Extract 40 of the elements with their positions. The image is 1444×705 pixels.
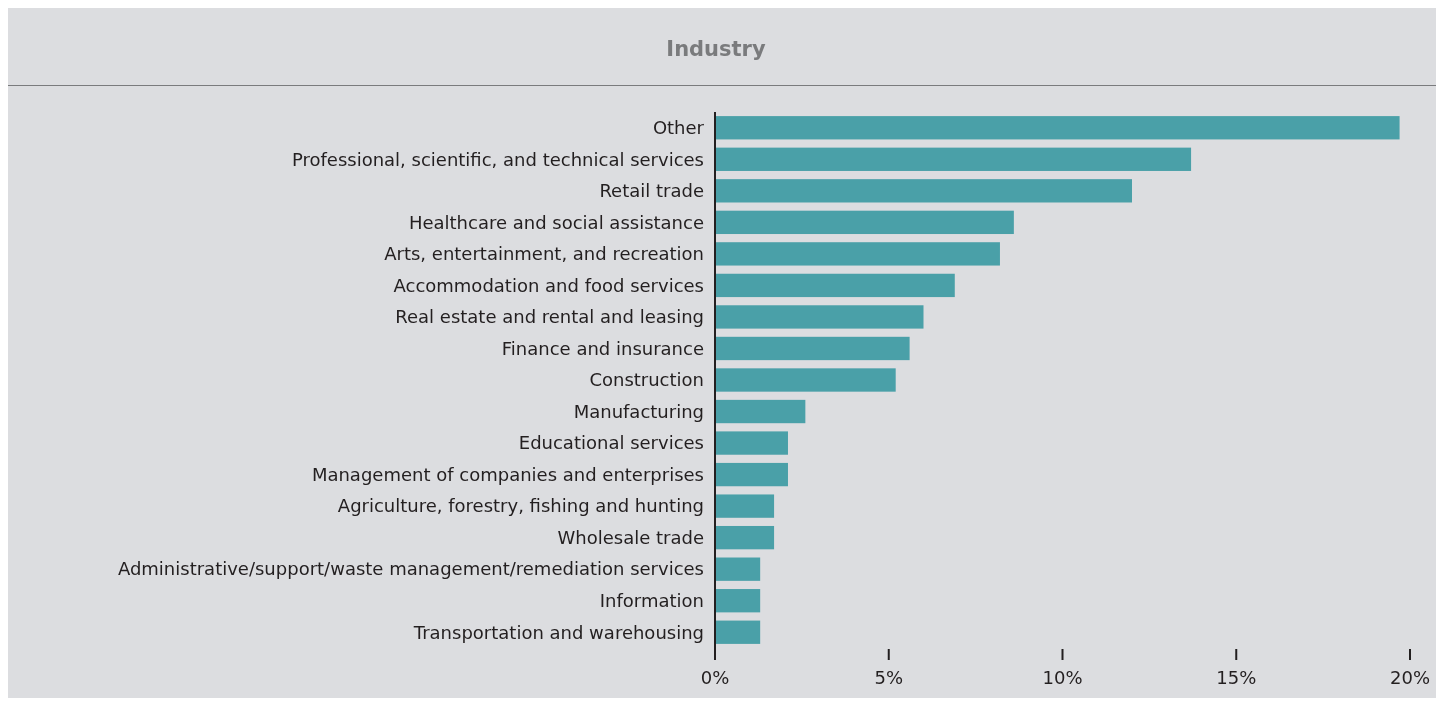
y-tick-label: Healthcare and social assistance bbox=[408, 211, 704, 233]
bar bbox=[715, 368, 896, 392]
bar bbox=[715, 431, 788, 455]
y-tick-label: Construction bbox=[589, 369, 704, 391]
bar bbox=[715, 336, 910, 361]
bar bbox=[715, 273, 955, 298]
x-tick-label: 10% bbox=[1042, 667, 1083, 688]
y-tick-label: Management of companies and enterprises bbox=[311, 463, 704, 485]
y-tick-label: Professional, scientific, and technical services bbox=[291, 148, 704, 170]
bar bbox=[715, 620, 761, 644]
bar bbox=[715, 589, 761, 613]
bar bbox=[715, 494, 775, 518]
y-tick-label: Administrative/support/waste management/remediation services bbox=[117, 558, 704, 580]
chart-title: Industry bbox=[666, 37, 766, 61]
bar bbox=[715, 399, 806, 424]
y-tick-label: Wholesale trade bbox=[557, 526, 704, 548]
y-tick-label: Agriculture, forestry, fishing and hunting bbox=[337, 495, 704, 517]
y-tick-label: Information bbox=[599, 590, 704, 612]
x-tick-label: 5% bbox=[874, 667, 904, 688]
x-tick-label: 0% bbox=[700, 667, 730, 688]
y-tick-label: Arts, entertainment, and recreation bbox=[384, 243, 704, 265]
y-tick-label: Accommodation and food services bbox=[393, 274, 704, 296]
x-tick-label: 20% bbox=[1389, 667, 1431, 688]
y-tick-label: Manufacturing bbox=[573, 400, 704, 422]
y-tick-label: Educational services bbox=[518, 432, 704, 454]
bar bbox=[715, 525, 775, 550]
bar bbox=[715, 242, 1000, 266]
bar bbox=[715, 210, 1014, 235]
bar bbox=[715, 462, 788, 487]
bar bbox=[715, 179, 1132, 203]
y-tick-label: Other bbox=[652, 117, 705, 139]
y-tick-label: Finance and insurance bbox=[501, 337, 704, 359]
bar bbox=[715, 147, 1192, 171]
y-tick-label: Transportation and warehousing bbox=[412, 621, 704, 643]
y-tick-label: Real estate and rental and leasing bbox=[395, 306, 704, 328]
bar bbox=[715, 557, 761, 581]
x-tick-label: 15% bbox=[1216, 667, 1257, 688]
bar bbox=[715, 305, 924, 329]
y-tick-label: Retail trade bbox=[599, 180, 704, 202]
bar bbox=[715, 116, 1400, 140]
